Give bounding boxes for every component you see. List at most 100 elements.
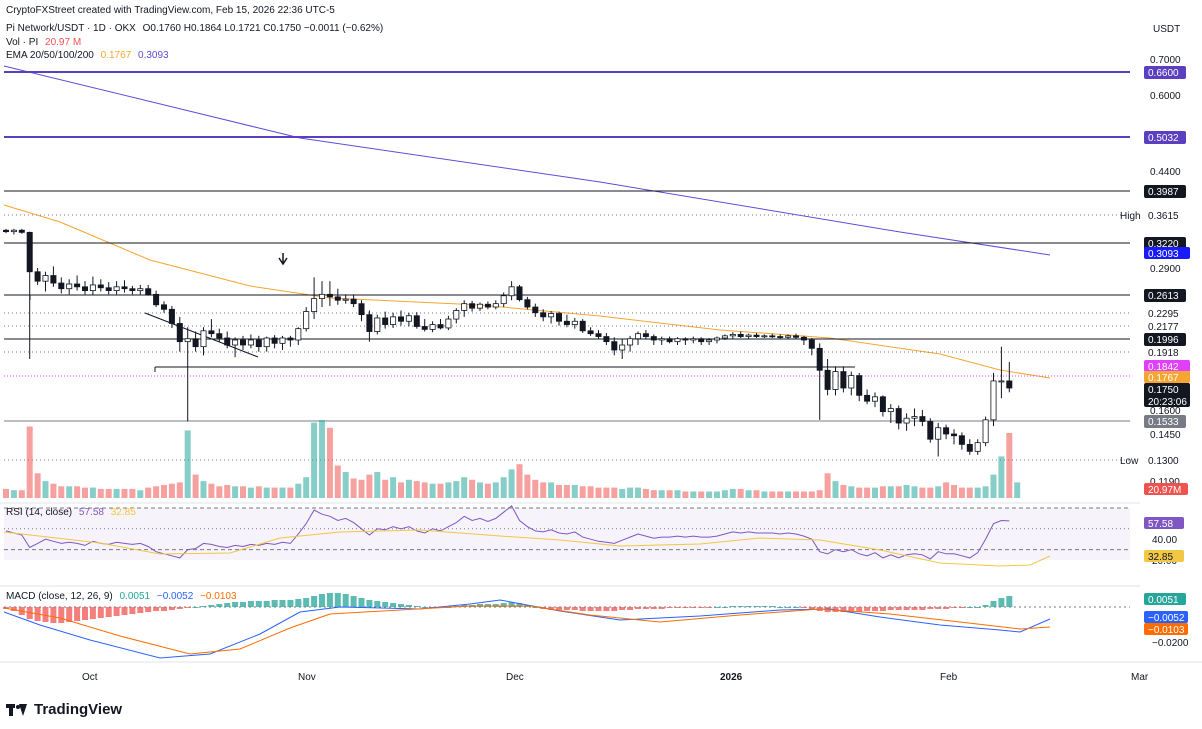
volume-bar bbox=[89, 487, 96, 498]
macd-histogram-bar bbox=[350, 596, 357, 607]
macd-histogram-bar bbox=[287, 600, 294, 607]
candle-body bbox=[216, 333, 223, 339]
volume-bar bbox=[319, 420, 325, 498]
price-badge bbox=[1144, 360, 1190, 372]
candle bbox=[745, 333, 752, 339]
dotted-level-label: 0.3615 bbox=[1148, 211, 1179, 222]
candle bbox=[864, 389, 871, 405]
candle-body bbox=[255, 339, 262, 348]
candle bbox=[832, 366, 839, 396]
macd-histogram-bar bbox=[642, 607, 649, 609]
macd-histogram-bar bbox=[232, 602, 239, 607]
candle-body bbox=[911, 416, 918, 419]
candle bbox=[682, 337, 689, 345]
candle-body bbox=[666, 338, 673, 343]
chart-credit: CryptoFXStreet created with TradingView.… bbox=[6, 5, 335, 16]
volume-bar bbox=[903, 485, 910, 498]
macd-histogram-bar bbox=[998, 598, 1005, 607]
rsi-legend[interactable]: RSI (14, close) 57.58 32.85 bbox=[6, 507, 136, 518]
candle-body bbox=[650, 336, 657, 341]
price-axis-tick: 0.1190 bbox=[1150, 477, 1180, 488]
volume-bar bbox=[919, 487, 926, 498]
candle bbox=[358, 300, 365, 322]
candle bbox=[192, 331, 199, 352]
macd-signal-line bbox=[3, 605, 1051, 655]
candle bbox=[437, 319, 444, 330]
volume-bar bbox=[208, 483, 215, 498]
candle bbox=[318, 281, 325, 308]
volume-legend[interactable]: Vol · PI 20.97 M bbox=[6, 37, 81, 48]
candle bbox=[10, 228, 17, 235]
volume-bar bbox=[66, 486, 73, 498]
macd-signal-badge-label: −0.0052 bbox=[1148, 613, 1185, 624]
macd-histogram-bar bbox=[105, 607, 112, 617]
candle-body bbox=[453, 310, 460, 320]
volume-bar bbox=[176, 482, 183, 498]
volume-bar bbox=[34, 473, 41, 498]
volume-bar bbox=[635, 487, 641, 498]
volume-bar bbox=[935, 486, 942, 498]
candle bbox=[966, 439, 973, 455]
candle-body bbox=[777, 336, 784, 338]
volume-bar bbox=[50, 483, 57, 498]
candle bbox=[935, 423, 942, 457]
candle bbox=[208, 319, 215, 338]
price-level-label: 0.6600 bbox=[1148, 68, 1179, 79]
candle bbox=[998, 346, 1005, 399]
candle bbox=[729, 332, 736, 339]
candle bbox=[295, 327, 302, 345]
tradingview-logo[interactable]: TradingView bbox=[6, 701, 122, 718]
volume-bar bbox=[666, 490, 673, 498]
macd-histogram-bar bbox=[714, 607, 720, 608]
macd-histogram-bar bbox=[777, 607, 784, 608]
volume-bar bbox=[295, 483, 302, 498]
volume-bar bbox=[255, 486, 262, 498]
volume-bar bbox=[469, 479, 476, 498]
candle-body bbox=[145, 288, 152, 295]
macd-histogram-bar bbox=[247, 601, 254, 607]
candle bbox=[326, 281, 333, 306]
macd-histogram-bar bbox=[840, 607, 847, 612]
candle bbox=[714, 336, 721, 344]
macd-hist-badge-label: −0.0103 bbox=[1148, 625, 1185, 636]
candle bbox=[137, 284, 144, 295]
candle-body bbox=[303, 311, 310, 330]
candle bbox=[879, 395, 886, 417]
candle bbox=[247, 334, 254, 349]
volume-bar bbox=[540, 482, 547, 498]
price-level-badge bbox=[1144, 289, 1186, 302]
candle bbox=[563, 314, 570, 328]
macd-histogram-bar bbox=[413, 606, 420, 607]
candle-body bbox=[611, 341, 618, 351]
price-level-badge bbox=[1144, 333, 1186, 346]
macd-legend[interactable]: MACD (close, 12, 26, 9) 0.0051 −0.0052 −… bbox=[6, 591, 237, 602]
candle-body bbox=[974, 442, 981, 452]
dotted-level-label: 0.1918 bbox=[1148, 348, 1179, 359]
candle-body bbox=[334, 296, 341, 301]
macd-histogram-bar bbox=[176, 607, 183, 609]
candle-body bbox=[508, 286, 515, 297]
candle-body bbox=[737, 334, 744, 337]
ema-legend[interactable]: EMA 20/50/100/200 0.1767 0.3093 bbox=[6, 50, 169, 61]
candle-body bbox=[619, 344, 626, 351]
extreme-tag: High bbox=[1120, 211, 1141, 222]
candle bbox=[184, 327, 191, 422]
candle-body bbox=[445, 318, 452, 329]
candle-body bbox=[658, 338, 665, 341]
candle-body bbox=[476, 303, 483, 309]
candle-body bbox=[232, 339, 239, 346]
candle bbox=[74, 275, 81, 291]
macd-histogram-bar bbox=[990, 601, 997, 607]
time-axis-tick: Mar bbox=[1131, 672, 1149, 683]
candle bbox=[311, 277, 318, 320]
macd-histogram-bar bbox=[137, 607, 144, 613]
macd-histogram-bar bbox=[405, 605, 412, 607]
symbol-legend[interactable]: Pi Network/USDT · 1D · OKX O0.1760 H0.18… bbox=[6, 23, 383, 34]
candle-body bbox=[10, 229, 17, 233]
candle-body bbox=[429, 324, 436, 330]
volume-bar bbox=[508, 469, 515, 498]
volume-bar bbox=[879, 486, 886, 498]
rsi-badge bbox=[1144, 517, 1184, 529]
candle-body bbox=[350, 298, 357, 305]
